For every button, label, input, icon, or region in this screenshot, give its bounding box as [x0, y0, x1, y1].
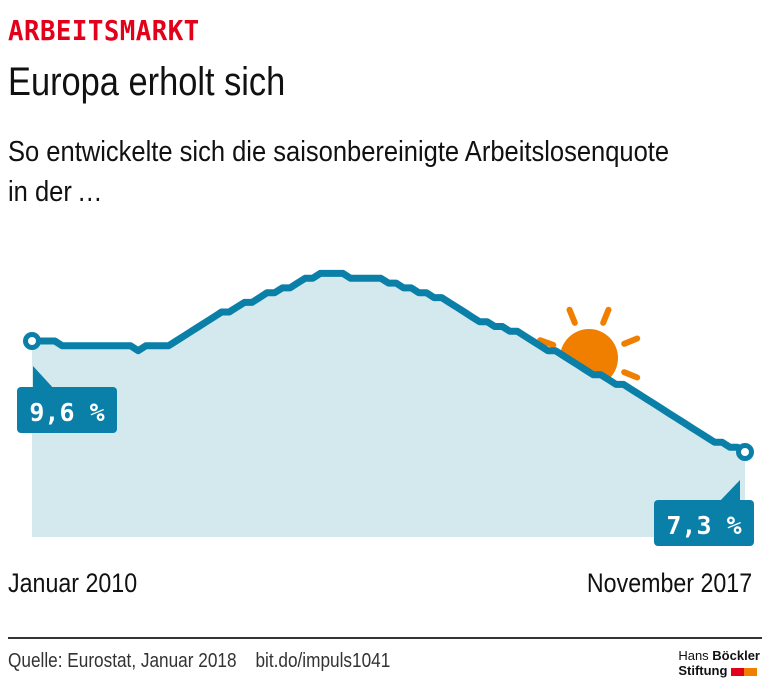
source-text: Quelle: Eurostat, Januar 2018: [8, 650, 237, 672]
x-axis-end-label: November 2017: [586, 568, 752, 598]
start-point-marker: [23, 332, 41, 350]
hans-boeckler-logo: Hans Böckler Stiftung: [678, 648, 760, 679]
subtitle-line-1: So entwickelte sich die saisonbereinigte…: [8, 136, 670, 168]
logo-orange-bar: [744, 668, 758, 677]
x-axis-start-label: Januar 2010: [8, 568, 138, 598]
chart-area: 9,6 % 7,3 %: [17, 269, 754, 546]
start-callout-pointer: [33, 366, 55, 390]
source-link[interactable]: bit.do/impuls1041: [255, 650, 391, 672]
footer-divider: [8, 637, 762, 639]
sun-ray: [537, 337, 557, 348]
area-fill: [32, 273, 745, 537]
end-point-marker: [736, 443, 754, 461]
end-value-label: 7,3 %: [666, 511, 741, 540]
source-note: Quelle: Eurostat, Januar 2018 bit.do/impu…: [8, 650, 390, 673]
kicker-label: ARBEITSMARKT: [8, 14, 200, 47]
logo-red-bar: [731, 668, 745, 677]
end-value-callout: 7,3 %: [654, 480, 754, 546]
start-callout-box: [17, 387, 117, 433]
logo-text-line2: Stiftung: [678, 663, 728, 678]
series-line: [28, 269, 749, 456]
chart-title: Europa erholt sich: [8, 60, 286, 104]
end-callout-pointer: [718, 480, 740, 503]
sun-ray: [621, 335, 641, 347]
subtitle-line-2: in der …: [8, 176, 103, 208]
logo-color-bars: [731, 664, 758, 679]
sun-ray: [566, 306, 578, 326]
end-callout-box: [654, 500, 754, 546]
logo-text-regular: Hans: [678, 648, 713, 663]
logo-text-bold: Böckler: [712, 648, 760, 663]
sun-ray: [621, 369, 641, 381]
sun-ray: [600, 306, 612, 326]
start-value-callout: 9,6 %: [17, 366, 117, 433]
chart-subtitle: So entwickelte sich die saisonbereinigte…: [8, 132, 677, 212]
start-value-label: 9,6 %: [29, 398, 104, 427]
